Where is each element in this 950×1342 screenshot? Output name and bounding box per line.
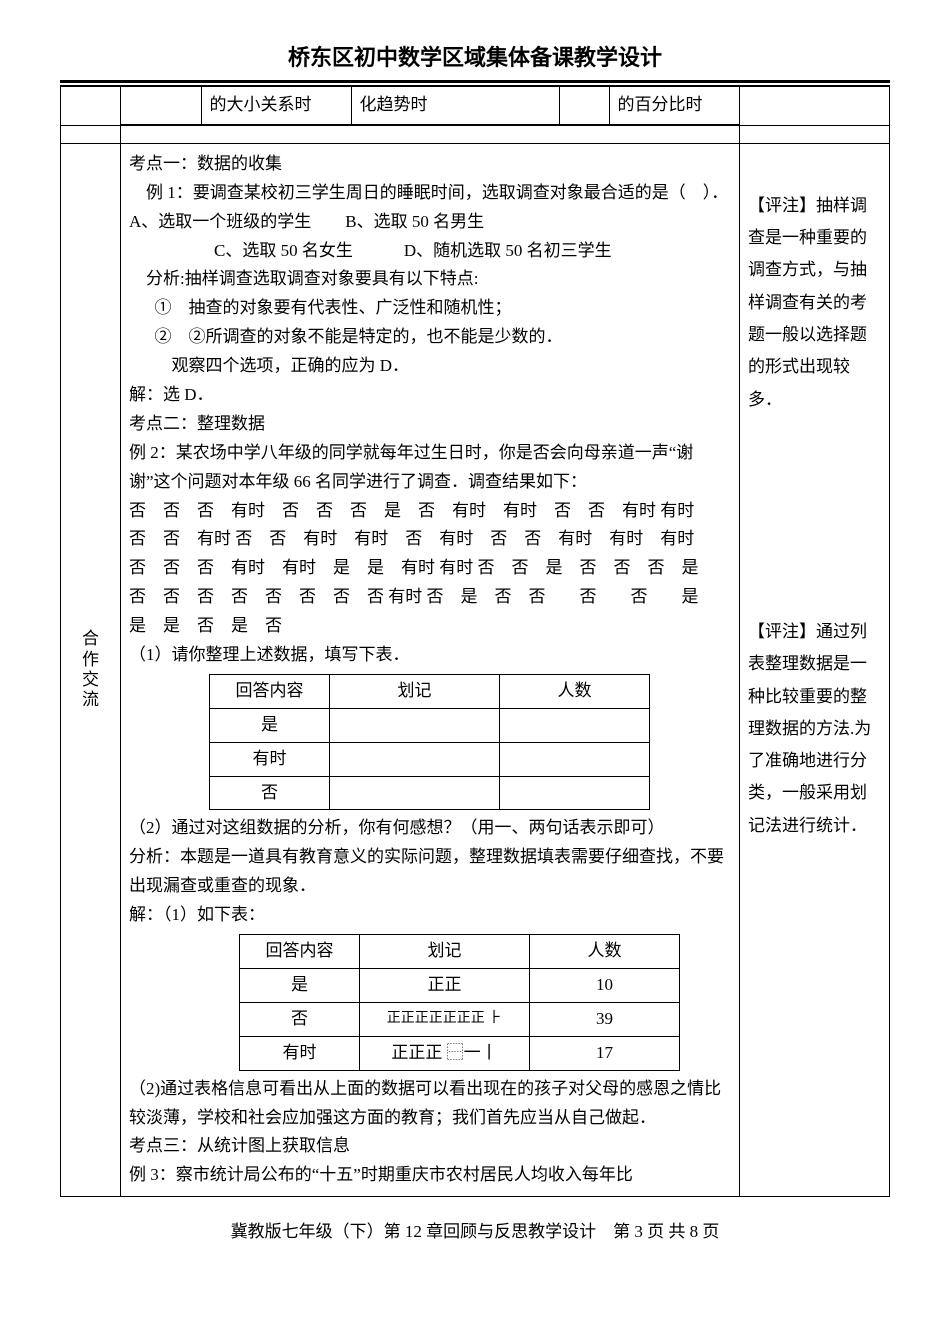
kp1-title: 考点一：数据的收集 <box>129 150 731 179</box>
left-label-char3: 交 <box>82 670 99 689</box>
kp2-q2: （2）通过对这组数据的分析，你有何感想？（用一、两句话表示即可） <box>129 814 731 843</box>
top-sub-4: 的百分比时 <box>609 87 739 124</box>
filled-table: 回答内容 划记 人数 是 正正 10 否 正正正正正正正 ⺊ 39 <box>239 934 680 1071</box>
bth-0: 回答内容 <box>210 674 330 708</box>
blank-table-header: 回答内容 划记 人数 <box>210 674 650 708</box>
main-table: 的大小关系时 化趋势时 的百分比时 合 <box>60 86 890 1197</box>
ftr1-0: 否 <box>240 1002 360 1036</box>
kp1-ex-line2: C、选取 50 名女生 D、随机选取 50 名初三学生 <box>129 237 731 266</box>
filled-table-row-2: 有时 正正正 ⿱一丨 17 <box>240 1036 680 1070</box>
btr0-2 <box>500 708 650 742</box>
kp1-ana-2: ② ②所调查的对象不能是特定的，也不能是少数的． <box>129 323 731 352</box>
kp3-ex: 例 3：察市统计局公布的“十五”时期重庆市农村居民人均收入每年比 <box>129 1161 731 1190</box>
filled-table-row-1: 否 正正正正正正正 ⺊ 39 <box>240 1002 680 1036</box>
top-sub-1: 的大小关系时 <box>201 87 351 124</box>
kp3-title: 考点三：从统计图上获取信息 <box>129 1132 731 1161</box>
spacer-row <box>61 125 890 143</box>
left-label-char2: 作 <box>82 650 99 669</box>
fth-0: 回答内容 <box>240 935 360 969</box>
kp1-ex-line1: 例 1：要调查某校初三学生周日的睡眠时间，选取调查对象最合适的是（ ）．A、选取… <box>129 179 731 237</box>
btr1-1 <box>330 742 500 776</box>
survey-line-1: 否 否 有时 否 否 有时 有时 否 有时 否 否 有时 有时 有时 <box>129 525 731 554</box>
fth-2: 人数 <box>530 935 680 969</box>
filled-table-header: 回答内容 划记 人数 <box>240 935 680 969</box>
kp2-title: 考点二：整理数据 <box>129 410 731 439</box>
kp1-ana-3: 观察四个选项，正确的应为 D． <box>129 352 731 381</box>
ftr0-0: 是 <box>240 968 360 1002</box>
left-label-char4: 流 <box>82 690 99 709</box>
note1: 【评注】抽样调查是一种重要的调查方式，与抽样调查有关的考题一般以选择题的形式出现… <box>748 190 881 416</box>
ftr1-1: 正正正正正正正 ⺊ <box>360 1002 530 1036</box>
blank-table-row-2: 否 <box>210 776 650 810</box>
top-continuation-row: 的大小关系时 化趋势时 的百分比时 <box>61 87 890 126</box>
ftr1-2: 39 <box>530 1002 680 1036</box>
top-cell-1: 的大小关系时 化趋势时 的百分比时 <box>121 87 740 126</box>
bth-2: 人数 <box>500 674 650 708</box>
kp2-ex-intro: 例 2：某农场中学八年级的同学就每年过生日时，你是否会向母亲道一声“谢谢”这个问… <box>129 439 731 497</box>
top-cell-right <box>740 87 890 126</box>
page-title: 桥东区初中数学区域集体备课教学设计 <box>60 40 890 72</box>
btr0-1 <box>330 708 500 742</box>
survey-line-0: 否 否 否 有时 否 否 否 是 否 有时 有时 否 否 有时 有时 <box>129 497 731 526</box>
top-cell-0 <box>61 87 121 126</box>
blank-table: 回答内容 划记 人数 是 有时 <box>209 674 650 811</box>
left-label: 合 作 交 流 <box>69 629 112 711</box>
kp2-sol-intro: 解：（1）如下表： <box>129 901 731 930</box>
btr2-0: 否 <box>210 776 330 810</box>
ftr2-2: 17 <box>530 1036 680 1070</box>
survey-line-4: 是 是 否 是 否 <box>129 612 731 641</box>
kp1-ana-title: 分析:抽样调查选取调查对象要具有以下特点: <box>129 265 731 294</box>
page: 桥东区初中数学区域集体备课教学设计 的大小关系时 化趋势时 的百分比时 <box>0 0 950 1272</box>
survey-line-2: 否 否 否 有时 有时 是 是 有时 有时 否 否 是 否 否 否 是 <box>129 554 731 583</box>
left-label-char1: 合 <box>82 629 99 648</box>
top-sub-3 <box>559 87 609 124</box>
top-sub-blank <box>121 87 201 124</box>
fth-1: 划记 <box>360 935 530 969</box>
kp2-ana: 分析：本题是一道具有教育意义的实际问题，整理数据填表需要仔细查找，不要出现漏查或… <box>129 843 731 901</box>
ftr0-2: 10 <box>530 968 680 1002</box>
header-rule-thick <box>60 80 890 83</box>
btr2-1 <box>330 776 500 810</box>
ftr0-1: 正正 <box>360 968 530 1002</box>
page-footer: 冀教版七年级（下）第 12 章回顾与反思教学设计 第 3 页 共 8 页 <box>60 1217 890 1242</box>
notes-cell: 【评注】抽样调查是一种重要的调查方式，与抽样调查有关的考题一般以选择题的形式出现… <box>740 143 890 1196</box>
btr2-2 <box>500 776 650 810</box>
kp2-sol2: （2)通过表格信息可看出从上面的数据可以看出现在的孩子对父母的感恩之情比较淡薄，… <box>129 1075 731 1133</box>
survey-line-3: 否 否 否 否 否 否 否 否 有时 否 是 否 否 否 否 是 <box>129 583 731 612</box>
btr1-0: 有时 <box>210 742 330 776</box>
left-label-cell: 合 作 交 流 <box>61 143 121 1196</box>
btr1-2 <box>500 742 650 776</box>
bth-1: 划记 <box>330 674 500 708</box>
kp2-q1: （1）请你整理上述数据，填写下表． <box>129 641 731 670</box>
content-row: 合 作 交 流 考点一：数据的收集 例 1：要调查某校初三学生周日的睡眠时间，选… <box>61 143 890 1196</box>
note2: 【评注】通过列表整理数据是一种比较重要的整理数据的方法.为了准确地进行分类，一般… <box>748 616 881 842</box>
kp1-ana-1: ① 抽查的对象要有代表性、广泛性和随机性； <box>129 294 731 323</box>
ftr2-1: 正正正 ⿱一丨 <box>360 1036 530 1070</box>
btr0-0: 是 <box>210 708 330 742</box>
kp1-sol: 解：选 D． <box>129 381 731 410</box>
content-cell: 考点一：数据的收集 例 1：要调查某校初三学生周日的睡眠时间，选取调查对象最合适… <box>121 143 740 1196</box>
blank-table-row-1: 有时 <box>210 742 650 776</box>
top-sub-2: 化趋势时 <box>351 87 559 124</box>
blank-table-row-0: 是 <box>210 708 650 742</box>
filled-table-row-0: 是 正正 10 <box>240 968 680 1002</box>
ftr2-0: 有时 <box>240 1036 360 1070</box>
